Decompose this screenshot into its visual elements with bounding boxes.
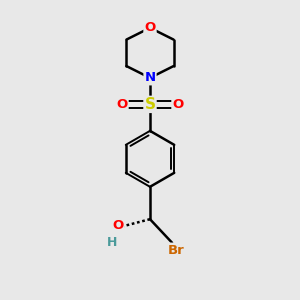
Text: N: N <box>144 71 156 84</box>
Text: O: O <box>112 219 123 232</box>
Text: O: O <box>172 98 184 111</box>
Text: Br: Br <box>168 244 185 256</box>
Text: S: S <box>145 97 155 112</box>
Text: O: O <box>144 21 156 34</box>
Text: O: O <box>116 98 128 111</box>
Text: H: H <box>106 236 117 249</box>
